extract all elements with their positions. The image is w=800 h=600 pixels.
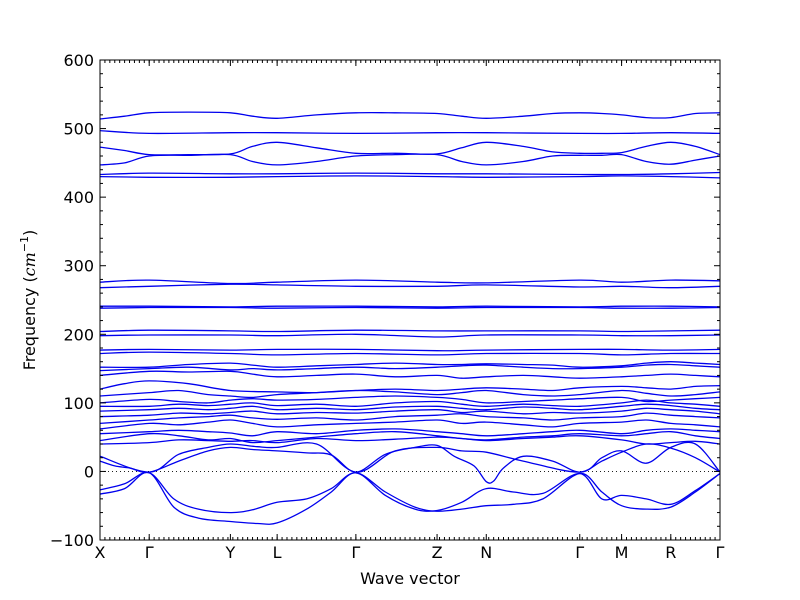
- band-line-6: [99, 430, 721, 444]
- y-tick-label: 400: [63, 188, 94, 207]
- x-tick-label: X: [95, 543, 106, 562]
- band-line-9: [99, 412, 721, 425]
- band-line-19: [99, 351, 721, 356]
- y-tick-label: 0: [84, 462, 94, 481]
- x-tick-label: Y: [225, 543, 236, 562]
- y-tick-label: 200: [63, 325, 94, 344]
- band-line-14: [99, 389, 721, 399]
- y-axis-label-exponent: −1: [18, 236, 31, 252]
- band-line-2: [99, 471, 721, 525]
- band-line-3: [99, 443, 721, 484]
- y-tick-label: −100: [50, 531, 94, 550]
- x-tick-label: Γ: [575, 543, 584, 562]
- band-line-17: [99, 363, 721, 372]
- plot-frame: [99, 59, 721, 541]
- band-line-16: [99, 370, 721, 379]
- band-line-24: [99, 305, 721, 308]
- y-tick-label: 300: [63, 257, 94, 276]
- phonon-bands: [99, 111, 721, 525]
- band-line-32: [99, 111, 721, 120]
- band-line-31: [99, 129, 721, 135]
- x-tick-label: Γ: [351, 543, 360, 562]
- y-tick-label: 500: [63, 120, 94, 139]
- y-tick-label: 100: [63, 394, 94, 413]
- y-axis-label: Frequency (cm−1): [18, 230, 39, 371]
- band-line-4: [99, 441, 721, 473]
- band-line-27: [99, 175, 721, 179]
- band-line-20: [99, 348, 721, 352]
- band-line-21: [99, 333, 721, 338]
- y-tick-labels: −100 0 100 200 300 400 500 600: [50, 51, 94, 550]
- y-tick-label: 600: [63, 51, 94, 70]
- x-tick-label: Γ: [716, 543, 725, 562]
- band-line-18: [99, 361, 721, 369]
- y-axis-label-prefix: Frequency (: [20, 276, 39, 370]
- band-line-11: [99, 403, 721, 412]
- x-axis-label: Wave vector: [360, 569, 460, 588]
- band-line-10: [99, 407, 721, 418]
- band-line-25: [99, 283, 721, 289]
- band-line-23: [99, 306, 721, 309]
- x-tick-label: L: [273, 543, 282, 562]
- band-line-28: [99, 171, 721, 176]
- band-line-13: [99, 395, 721, 404]
- band-line-1: [99, 471, 721, 514]
- band-line-30: [99, 141, 721, 156]
- band-line-7: [99, 428, 721, 437]
- y-axis-label-suffix: ): [20, 230, 39, 236]
- band-line-8: [99, 419, 721, 430]
- band-line-22: [99, 329, 721, 333]
- band-line-26: [99, 279, 721, 285]
- y-axis-label-unit: cm: [20, 252, 39, 276]
- x-tick-label: R: [665, 543, 676, 562]
- band-line-15: [99, 380, 721, 394]
- x-tick-label: N: [480, 543, 492, 562]
- x-tick-label: M: [615, 543, 629, 562]
- x-tick-label: Γ: [145, 543, 154, 562]
- x-tick-label: Z: [432, 543, 443, 562]
- band-line-5: [99, 435, 721, 445]
